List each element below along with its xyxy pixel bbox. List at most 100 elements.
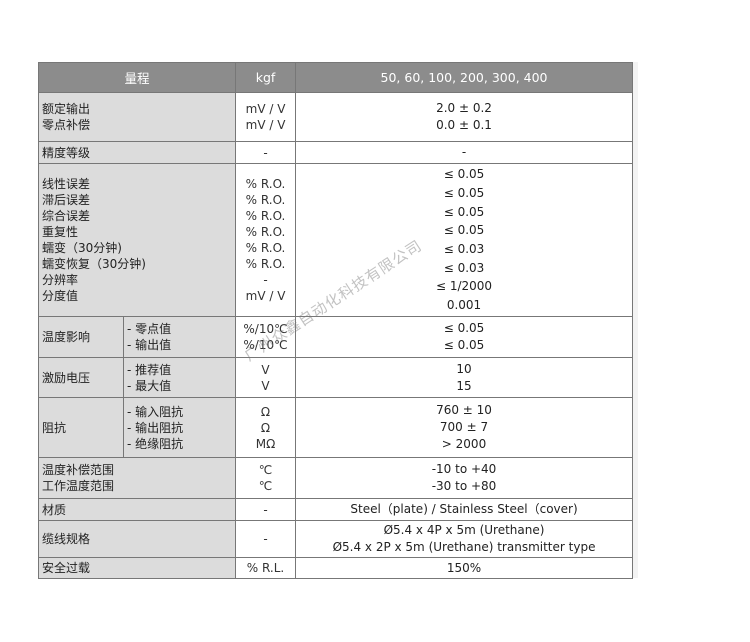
- param-unit: %/10℃ %/10℃: [235, 316, 297, 358]
- param-value-line: ≤ 0.03: [443, 242, 485, 256]
- param-unit-line: V: [261, 362, 270, 377]
- param-label-line: 分度值: [42, 289, 79, 303]
- param-unit: -: [235, 141, 297, 164]
- param-label-line: 精度等级: [42, 145, 91, 160]
- param-label: 温度补偿范围 工作温度范围: [37, 457, 237, 499]
- param-value-line: > 2000: [441, 437, 487, 451]
- param-value: 10 15: [295, 357, 634, 398]
- param-value: 150%: [295, 557, 634, 579]
- param-unit-line: Ω: [260, 420, 271, 435]
- param-label: - 零点值 - 输出值: [122, 316, 237, 358]
- param-unit-line: %/10℃: [243, 338, 288, 352]
- group-label: 阻抗: [38, 397, 124, 458]
- param-label: 额定输出 零点补偿: [37, 92, 237, 142]
- param-value: -10 to +40 -30 to +80: [295, 457, 634, 499]
- param-value-line: ≤ 0.05: [443, 321, 485, 335]
- param-label-line: - 绝缘阻抗: [127, 436, 184, 451]
- param-value-line: ≤ 1/2000: [435, 279, 493, 294]
- param-value-line: 700 ± 7: [439, 420, 489, 434]
- param-unit: -: [235, 520, 297, 558]
- param-value-line: -30 to +80: [431, 479, 497, 493]
- param-value-line: ≤ 0.05: [443, 204, 485, 219]
- param-label-line: 缆线规格: [42, 532, 91, 546]
- param-unit-line: V: [261, 378, 270, 393]
- param-unit-line: -: [263, 532, 268, 546]
- table-row: 线性误差 滞后误差 综合误差 重复性 蠕变（30分钟) 蠕变恢复（30分钟) 分辨率 分度值%…: [37, 163, 634, 317]
- param-value-line: 0.0 ± 0.1: [436, 118, 492, 132]
- param-value-line: 150%: [446, 560, 482, 575]
- param-label-line: 工作温度范围: [42, 479, 115, 493]
- param-value-line: ≤ 0.05: [443, 167, 485, 182]
- param-unit-line: % R.O.: [245, 225, 286, 239]
- param-label-line: 安全过载: [42, 561, 91, 575]
- param-label-line: - 推荐值: [127, 362, 172, 377]
- table-row: 激励电压 - 推荐值 - 最大值 V V 10 15: [38, 357, 634, 398]
- param-value-line: -: [461, 145, 467, 159]
- param-unit-line: % R.O.: [245, 193, 286, 207]
- param-unit-line: ℃: [258, 479, 273, 493]
- param-value: 760 ± 10 700 ± 7 > 2000: [295, 397, 634, 458]
- spec-table: 量程 kgf 50, 60, 100, 200, 300, 400 额定输出零点…: [37, 62, 634, 579]
- param-value: ≤ 0.05 ≤ 0.05: [295, 316, 634, 358]
- param-value: Steel（plate) / Stainless Steel（cover): [295, 498, 634, 521]
- table-row: 阻抗 - 输入阻抗 - 输出阻抗 - 绝缘阻抗 Ω Ω MΩ 760 ± 10 700 ± 7 >…: [38, 397, 634, 458]
- param-label-line: 重复性: [42, 225, 79, 239]
- param-unit-line: -: [263, 273, 268, 287]
- param-unit: -: [235, 498, 297, 521]
- param-label-line: - 零点值: [127, 322, 172, 336]
- param-label: 安全过载: [37, 557, 237, 579]
- page-edge: [632, 62, 638, 578]
- param-unit-line: -: [263, 502, 268, 517]
- param-label: 材质: [37, 498, 237, 521]
- param-unit: % R.L.: [235, 557, 297, 579]
- param-unit-line: % R.L.: [246, 561, 285, 575]
- param-value-line: 2.0 ± 0.2: [436, 101, 492, 115]
- group-label: 温度影响: [38, 316, 124, 358]
- param-label-line: 材质: [42, 502, 67, 517]
- param-label-line: 额定输出: [42, 102, 91, 116]
- param-value-line: Ø5.4 x 2P x 5m (Urethane) transmitter ty…: [332, 540, 596, 554]
- param-label: - 推荐值 - 最大值: [122, 357, 237, 398]
- param-value: Ø5.4 x 4P x 5m (Urethane) Ø5.4 x 2P x 5m …: [295, 520, 634, 558]
- param-unit-line: % R.O.: [245, 241, 286, 255]
- param-value: ≤ 0.05 ≤ 0.05 ≤ 0.05 ≤ 0.05 ≤ 0.03 ≤ 0.03 ≤ 1/…: [295, 163, 634, 317]
- param-label-line: 分辨率: [42, 273, 79, 287]
- param-unit-line: % R.O.: [245, 177, 286, 191]
- param-label-line: 零点补偿: [42, 118, 91, 132]
- param-unit-line: mV / V: [245, 289, 286, 303]
- param-value-line: 0.001: [446, 298, 482, 313]
- param-label-line: 蠕变（30分钟): [42, 241, 122, 255]
- header-unit: kgf: [235, 62, 297, 93]
- param-label-line: 滞后误差: [42, 193, 91, 207]
- param-value-line: 10: [456, 361, 472, 376]
- param-label-line: 温度补偿范围: [42, 463, 115, 477]
- param-label-line: - 输出阻抗: [127, 420, 184, 435]
- param-value-line: ≤ 0.05: [443, 223, 485, 238]
- param-label-line: - 输入阻抗: [127, 404, 184, 419]
- param-unit: Ω Ω MΩ: [235, 397, 297, 458]
- table-row: 缆线规格 - Ø5.4 x 4P x 5m (Urethane) Ø5.4 x 2P …: [37, 520, 634, 558]
- param-value-line: 15: [456, 378, 472, 393]
- param-label-line: 线性误差: [42, 177, 91, 191]
- param-unit-line: ℃: [258, 463, 273, 477]
- header-label: 量程: [37, 62, 237, 93]
- header-row: 量程 kgf 50, 60, 100, 200, 300, 400: [37, 62, 634, 93]
- param-unit: ℃ ℃: [235, 457, 297, 499]
- table-row: 温度补偿范围 工作温度范围 ℃ ℃ -10 to +40 -30 to +80: [37, 457, 634, 499]
- param-label-line: 综合误差: [42, 209, 91, 223]
- param-label-line: - 最大值: [127, 378, 172, 393]
- param-label-line: - 输出值: [127, 338, 172, 352]
- param-value-line: ≤ 0.05: [443, 185, 485, 200]
- param-label: 缆线规格: [37, 520, 237, 558]
- param-value-line: ≤ 0.05: [443, 338, 485, 352]
- param-unit-line: Ω: [260, 404, 271, 419]
- param-label: 线性误差 滞后误差 综合误差 重复性 蠕变（30分钟) 蠕变恢复（30分钟) 分辨率 分度值: [37, 163, 237, 317]
- header-value: 50, 60, 100, 200, 300, 400: [295, 62, 634, 93]
- param-value-line: -10 to +40: [431, 462, 497, 476]
- param-label: - 输入阻抗 - 输出阻抗 - 绝缘阻抗: [122, 397, 237, 458]
- param-value-line: 760 ± 10: [436, 403, 492, 417]
- param-value-line: Ø5.4 x 4P x 5m (Urethane): [383, 523, 545, 537]
- param-unit-line: mV / V: [245, 102, 286, 116]
- param-unit-line: -: [263, 145, 268, 160]
